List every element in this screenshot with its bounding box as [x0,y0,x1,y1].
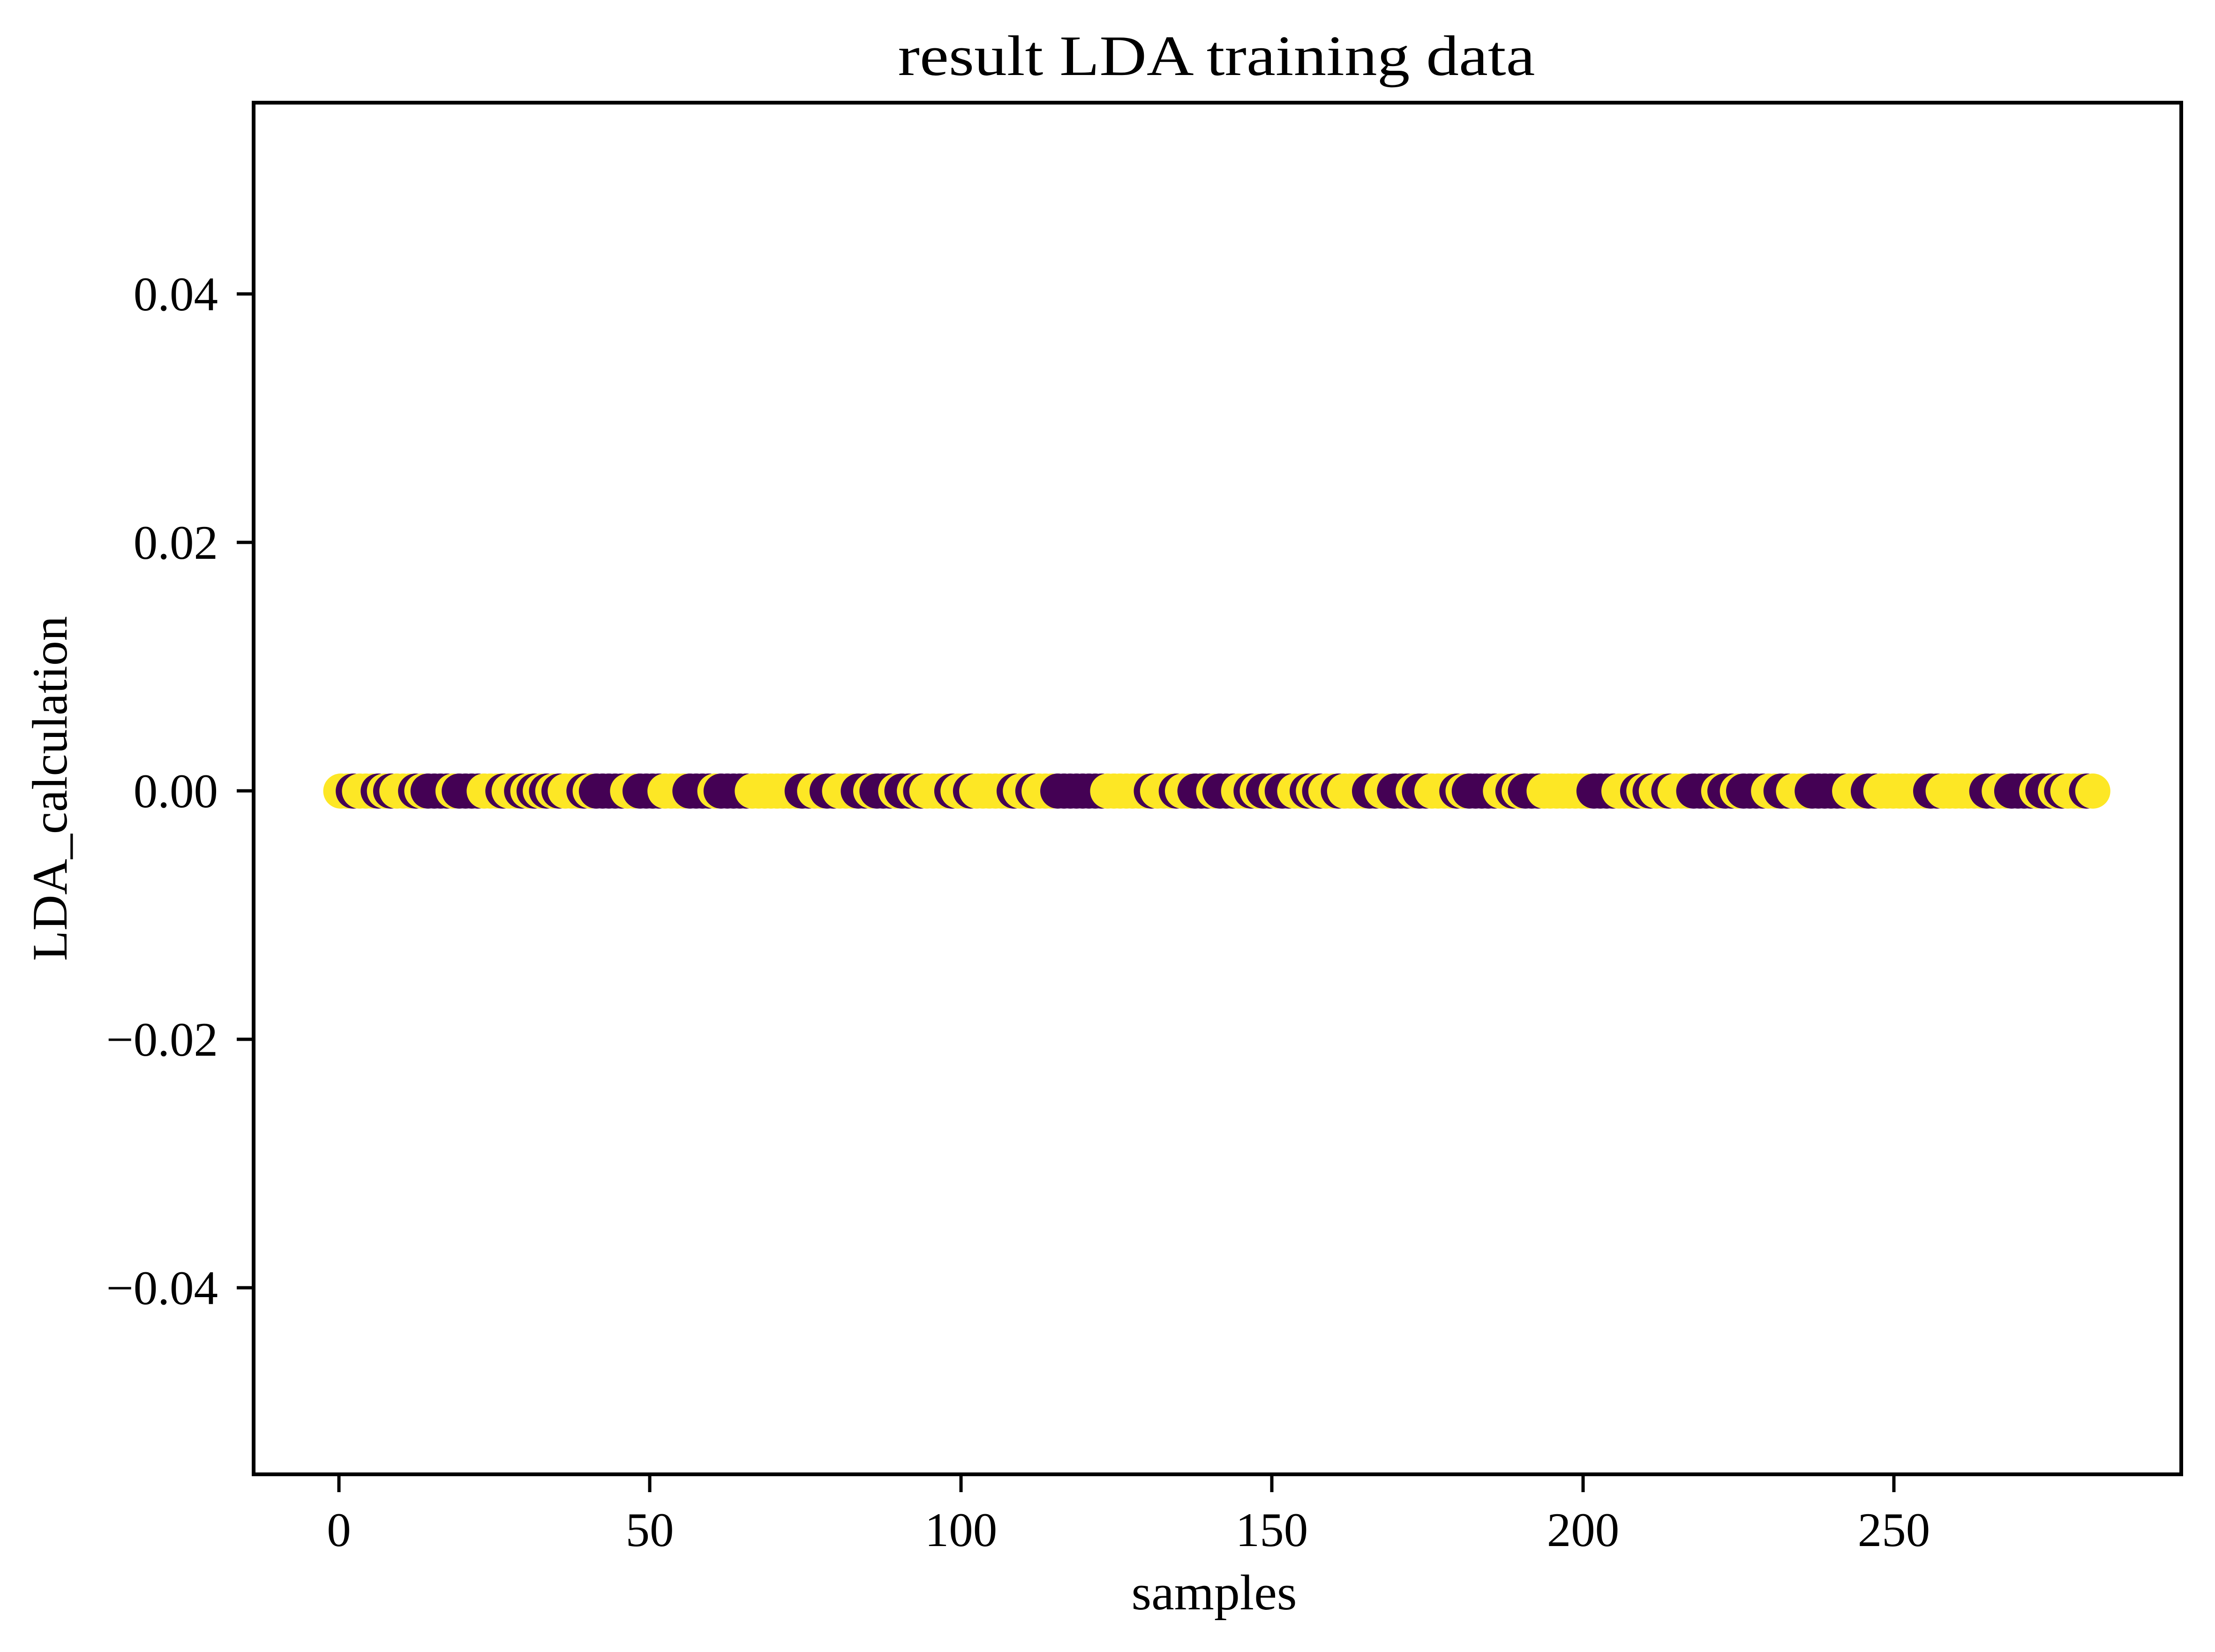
svg-text:−0.04: −0.04 [106,1262,218,1315]
svg-text:200: 200 [1547,1503,1620,1557]
svg-text:150: 150 [1236,1503,1308,1557]
svg-text:50: 50 [626,1503,674,1557]
svg-text:0.02: 0.02 [134,516,218,570]
svg-text:result LDA training data: result LDA training data [898,24,1535,88]
svg-text:−0.02: −0.02 [106,1013,218,1066]
svg-text:samples: samples [1132,1565,1297,1621]
svg-text:100: 100 [925,1503,998,1557]
svg-text:250: 250 [1858,1503,1930,1557]
svg-text:LDA_calculation: LDA_calculation [23,616,77,961]
svg-text:0.04: 0.04 [134,268,218,321]
svg-text:0: 0 [327,1503,351,1557]
svg-text:0.00: 0.00 [134,765,218,818]
